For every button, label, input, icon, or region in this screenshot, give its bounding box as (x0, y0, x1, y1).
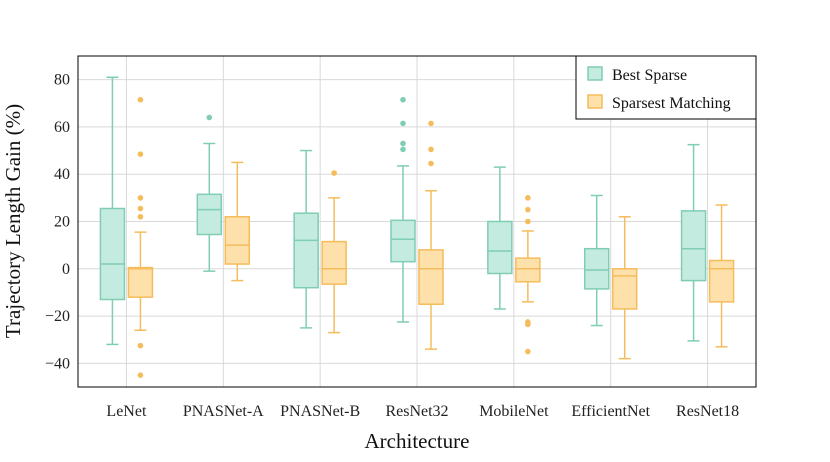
box-best-sparse-resnet18 (680, 143, 707, 342)
outlier-point (525, 218, 531, 225)
outlier-point (331, 170, 337, 176)
box-iqr (196, 193, 223, 236)
box-sparsest-matching-pnasnet-b (321, 170, 347, 334)
outlier-point (206, 114, 213, 121)
box-iqr (708, 259, 735, 303)
legend-label-best-sparse: Best Sparse (612, 67, 687, 84)
outlier-point (137, 342, 144, 349)
legend: Best Sparse Sparsest Matching (575, 55, 757, 120)
outlier-point (137, 205, 144, 212)
box-best-sparse-resnet32 (390, 96, 416, 323)
outlier-point (525, 348, 531, 355)
box-iqr (99, 207, 126, 301)
box-iqr (515, 257, 541, 283)
box-sparsest-matching-efficientnet (611, 216, 638, 360)
box-iqr (487, 220, 513, 275)
outlier-point (428, 120, 434, 127)
box-iqr (127, 266, 154, 298)
box-best-sparse-efficientnet (583, 194, 610, 327)
x-axis-title: Architecture (365, 429, 470, 453)
x-tick-label-resnet32: ResNet32 (385, 403, 448, 420)
plot-frame (77, 55, 757, 388)
y-tick-labels: −40 −20 0 20 40 60 80 (45, 72, 70, 373)
box-sparsest-matching-lenet (127, 96, 154, 378)
box-iqr (418, 249, 444, 305)
outlier-point (428, 146, 434, 153)
y-axis-title: Trajectory Length Gain (%) (1, 104, 25, 338)
box-best-sparse-pnasnet-a (196, 114, 223, 272)
box-sparsest-matching-resnet32 (418, 120, 444, 350)
outlier-point (525, 319, 531, 325)
outlier-point (525, 206, 531, 213)
box-best-sparse-pnasnet-b (293, 149, 319, 329)
y-tick-label: 40 (54, 166, 70, 183)
y-tick-label: −20 (45, 308, 70, 325)
x-tick-label-resnet18: ResNet18 (676, 403, 739, 420)
x-tick-label-pnasnet-b: PNASNet-B (280, 403, 360, 420)
x-tick-labels: LeNet PNASNet-A PNASNet-B ResNet32 MobileNet… (106, 403, 739, 420)
legend-frame (575, 55, 757, 120)
box-iqr (224, 216, 251, 265)
legend-label-sparsest-matching: Sparsest Matching (612, 95, 731, 112)
outlier-point (400, 146, 406, 153)
x-tick-label-efficientnet: EfficientNet (571, 403, 650, 420)
y-tick-label: 0 (62, 261, 70, 278)
legend-swatch-best-sparse (587, 66, 603, 81)
box-iqr (321, 240, 347, 285)
outlier-point (400, 140, 406, 147)
outlier-point (137, 96, 144, 103)
box-iqr (583, 247, 610, 290)
outlier-point (137, 372, 144, 378)
outlier-point (428, 160, 434, 167)
outlier-point (137, 213, 144, 220)
box-sparsest-matching-mobilenet (515, 195, 541, 355)
box-plots (99, 76, 735, 378)
box-best-sparse-mobilenet (487, 166, 513, 310)
x-tick-label-mobilenet: MobileNet (479, 403, 549, 420)
box-best-sparse-lenet (99, 76, 126, 346)
legend-swatch-sparsest-matching (587, 94, 603, 109)
outlier-point (137, 151, 144, 157)
y-tick-label: 20 (54, 214, 70, 231)
outlier-point (525, 195, 531, 201)
y-tick-label: −40 (45, 355, 70, 372)
outlier-point (400, 96, 406, 103)
x-tick-label-lenet: LeNet (106, 403, 147, 420)
box-iqr (293, 212, 319, 289)
box-iqr (680, 210, 707, 282)
grid (78, 56, 756, 387)
box-iqr (611, 268, 638, 310)
box-iqr (390, 219, 416, 263)
box-sparsest-matching-resnet18 (708, 204, 735, 348)
outlier-point (400, 120, 406, 127)
y-tick-label: 80 (54, 72, 70, 89)
box-sparsest-matching-pnasnet-a (224, 161, 251, 282)
outlier-point (137, 195, 144, 201)
y-tick-label: 60 (54, 119, 70, 136)
x-tick-label-pnasnet-a: PNASNet-A (183, 403, 264, 420)
